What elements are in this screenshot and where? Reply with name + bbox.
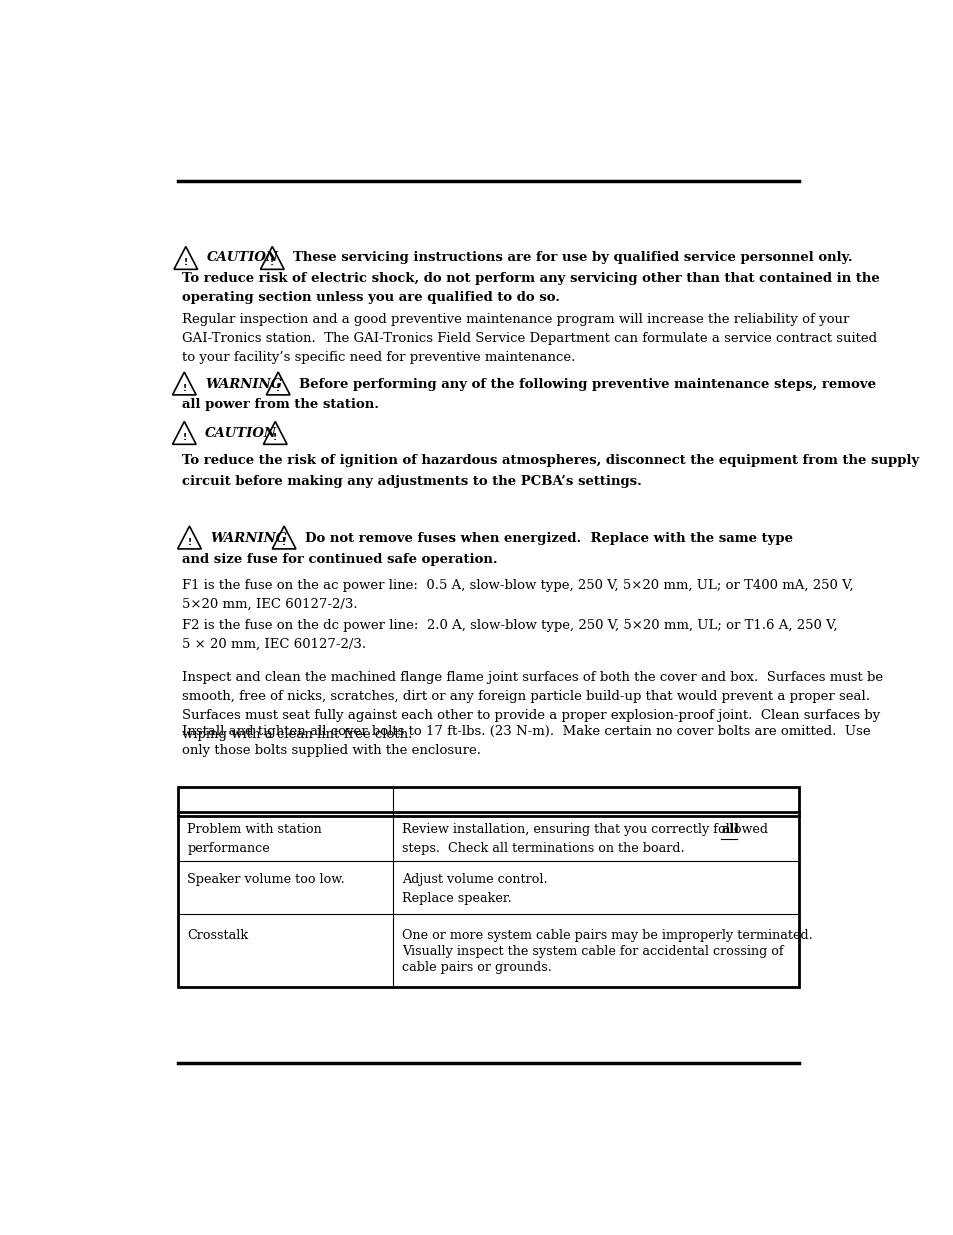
Text: WARNING: WARNING [205, 378, 282, 390]
Text: Regular inspection and a good preventive maintenance program will increase the r: Regular inspection and a good preventive… [182, 312, 848, 326]
Text: to your facility’s specific need for preventive maintenance.: to your facility’s specific need for pre… [182, 351, 575, 364]
Text: One or more system cable pairs may be improperly terminated.: One or more system cable pairs may be im… [401, 929, 812, 941]
Text: Problem with station: Problem with station [187, 823, 322, 836]
Text: steps.  Check all terminations on the board.: steps. Check all terminations on the boa… [401, 841, 683, 855]
Text: cable pairs or grounds.: cable pairs or grounds. [401, 961, 551, 974]
Text: circuit before making any adjustments to the PCBA’s settings.: circuit before making any adjustments to… [182, 474, 641, 488]
Text: !: ! [275, 384, 280, 393]
Text: !: ! [182, 433, 186, 442]
Text: Adjust volume control.: Adjust volume control. [401, 873, 547, 887]
Text: To reduce the risk of ignition of hazardous atmospheres, disconnect the equipmen: To reduce the risk of ignition of hazard… [182, 453, 919, 467]
Text: F1 is the fuse on the ac power line:  0.5 A, slow-blow type, 250 V, 5×20 mm, UL;: F1 is the fuse on the ac power line: 0.5… [182, 579, 853, 592]
Text: CAUTION: CAUTION [206, 251, 278, 264]
Text: !: ! [184, 258, 188, 267]
Text: !: ! [270, 258, 274, 267]
Text: all power from the station.: all power from the station. [182, 399, 378, 411]
Text: These servicing instructions are for use by qualified service personnel only.: These servicing instructions are for use… [293, 251, 852, 264]
Text: To reduce risk of electric shock, do not perform any servicing other than that c: To reduce risk of electric shock, do not… [182, 272, 879, 285]
Text: GAI-Tronics station.  The GAI-Tronics Field Service Department can formulate a s: GAI-Tronics station. The GAI-Tronics Fie… [182, 332, 877, 345]
Text: smooth, free of nicks, scratches, dirt or any foreign particle build-up that wou: smooth, free of nicks, scratches, dirt o… [182, 690, 869, 704]
Text: Crosstalk: Crosstalk [187, 929, 248, 941]
Text: !: ! [182, 384, 186, 393]
Text: F2 is the fuse on the dc power line:  2.0 A, slow-blow type, 250 V, 5×20 mm, UL;: F2 is the fuse on the dc power line: 2.0… [182, 619, 837, 632]
Text: !: ! [273, 433, 277, 442]
Text: 5×20 mm, IEC 60127-2/3.: 5×20 mm, IEC 60127-2/3. [182, 598, 357, 611]
Text: !: ! [282, 537, 286, 547]
Text: Replace speaker.: Replace speaker. [401, 893, 511, 905]
Text: Install and tighten all cover bolts to 17 ft-lbs. (23 N-m).  Make certain no cov: Install and tighten all cover bolts to 1… [182, 725, 870, 737]
Text: wiping with a clean lint-free cloth.: wiping with a clean lint-free cloth. [182, 729, 412, 741]
Text: WARNING: WARNING [210, 531, 287, 545]
Text: all: all [720, 823, 739, 836]
Text: !: ! [187, 537, 192, 547]
Text: Inspect and clean the machined flange flame joint surfaces of both the cover and: Inspect and clean the machined flange fl… [182, 672, 882, 684]
Text: Do not remove fuses when energized.  Replace with the same type: Do not remove fuses when energized. Repl… [305, 531, 792, 545]
Text: performance: performance [187, 841, 270, 855]
Text: CAUTION: CAUTION [205, 427, 276, 440]
Text: Surfaces must seat fully against each other to provide a proper explosion-proof : Surfaces must seat fully against each ot… [182, 709, 880, 722]
Bar [178, 787, 799, 987]
Text: only those bolts supplied with the enclosure.: only those bolts supplied with the enclo… [182, 743, 480, 757]
Text: Visually inspect the system cable for accidental crossing of: Visually inspect the system cable for ac… [401, 945, 782, 958]
Text: 5 × 20 mm, IEC 60127-2/3.: 5 × 20 mm, IEC 60127-2/3. [182, 638, 366, 651]
Text: operating section unless you are qualified to do so.: operating section unless you are qualifi… [182, 291, 559, 304]
Text: Before performing any of the following preventive maintenance steps, remove: Before performing any of the following p… [298, 378, 875, 390]
Text: Speaker volume too low.: Speaker volume too low. [187, 873, 345, 887]
Text: Review installation, ensuring that you correctly followed: Review installation, ensuring that you c… [401, 823, 771, 836]
Text: and size fuse for continued safe operation.: and size fuse for continued safe operati… [182, 552, 497, 566]
